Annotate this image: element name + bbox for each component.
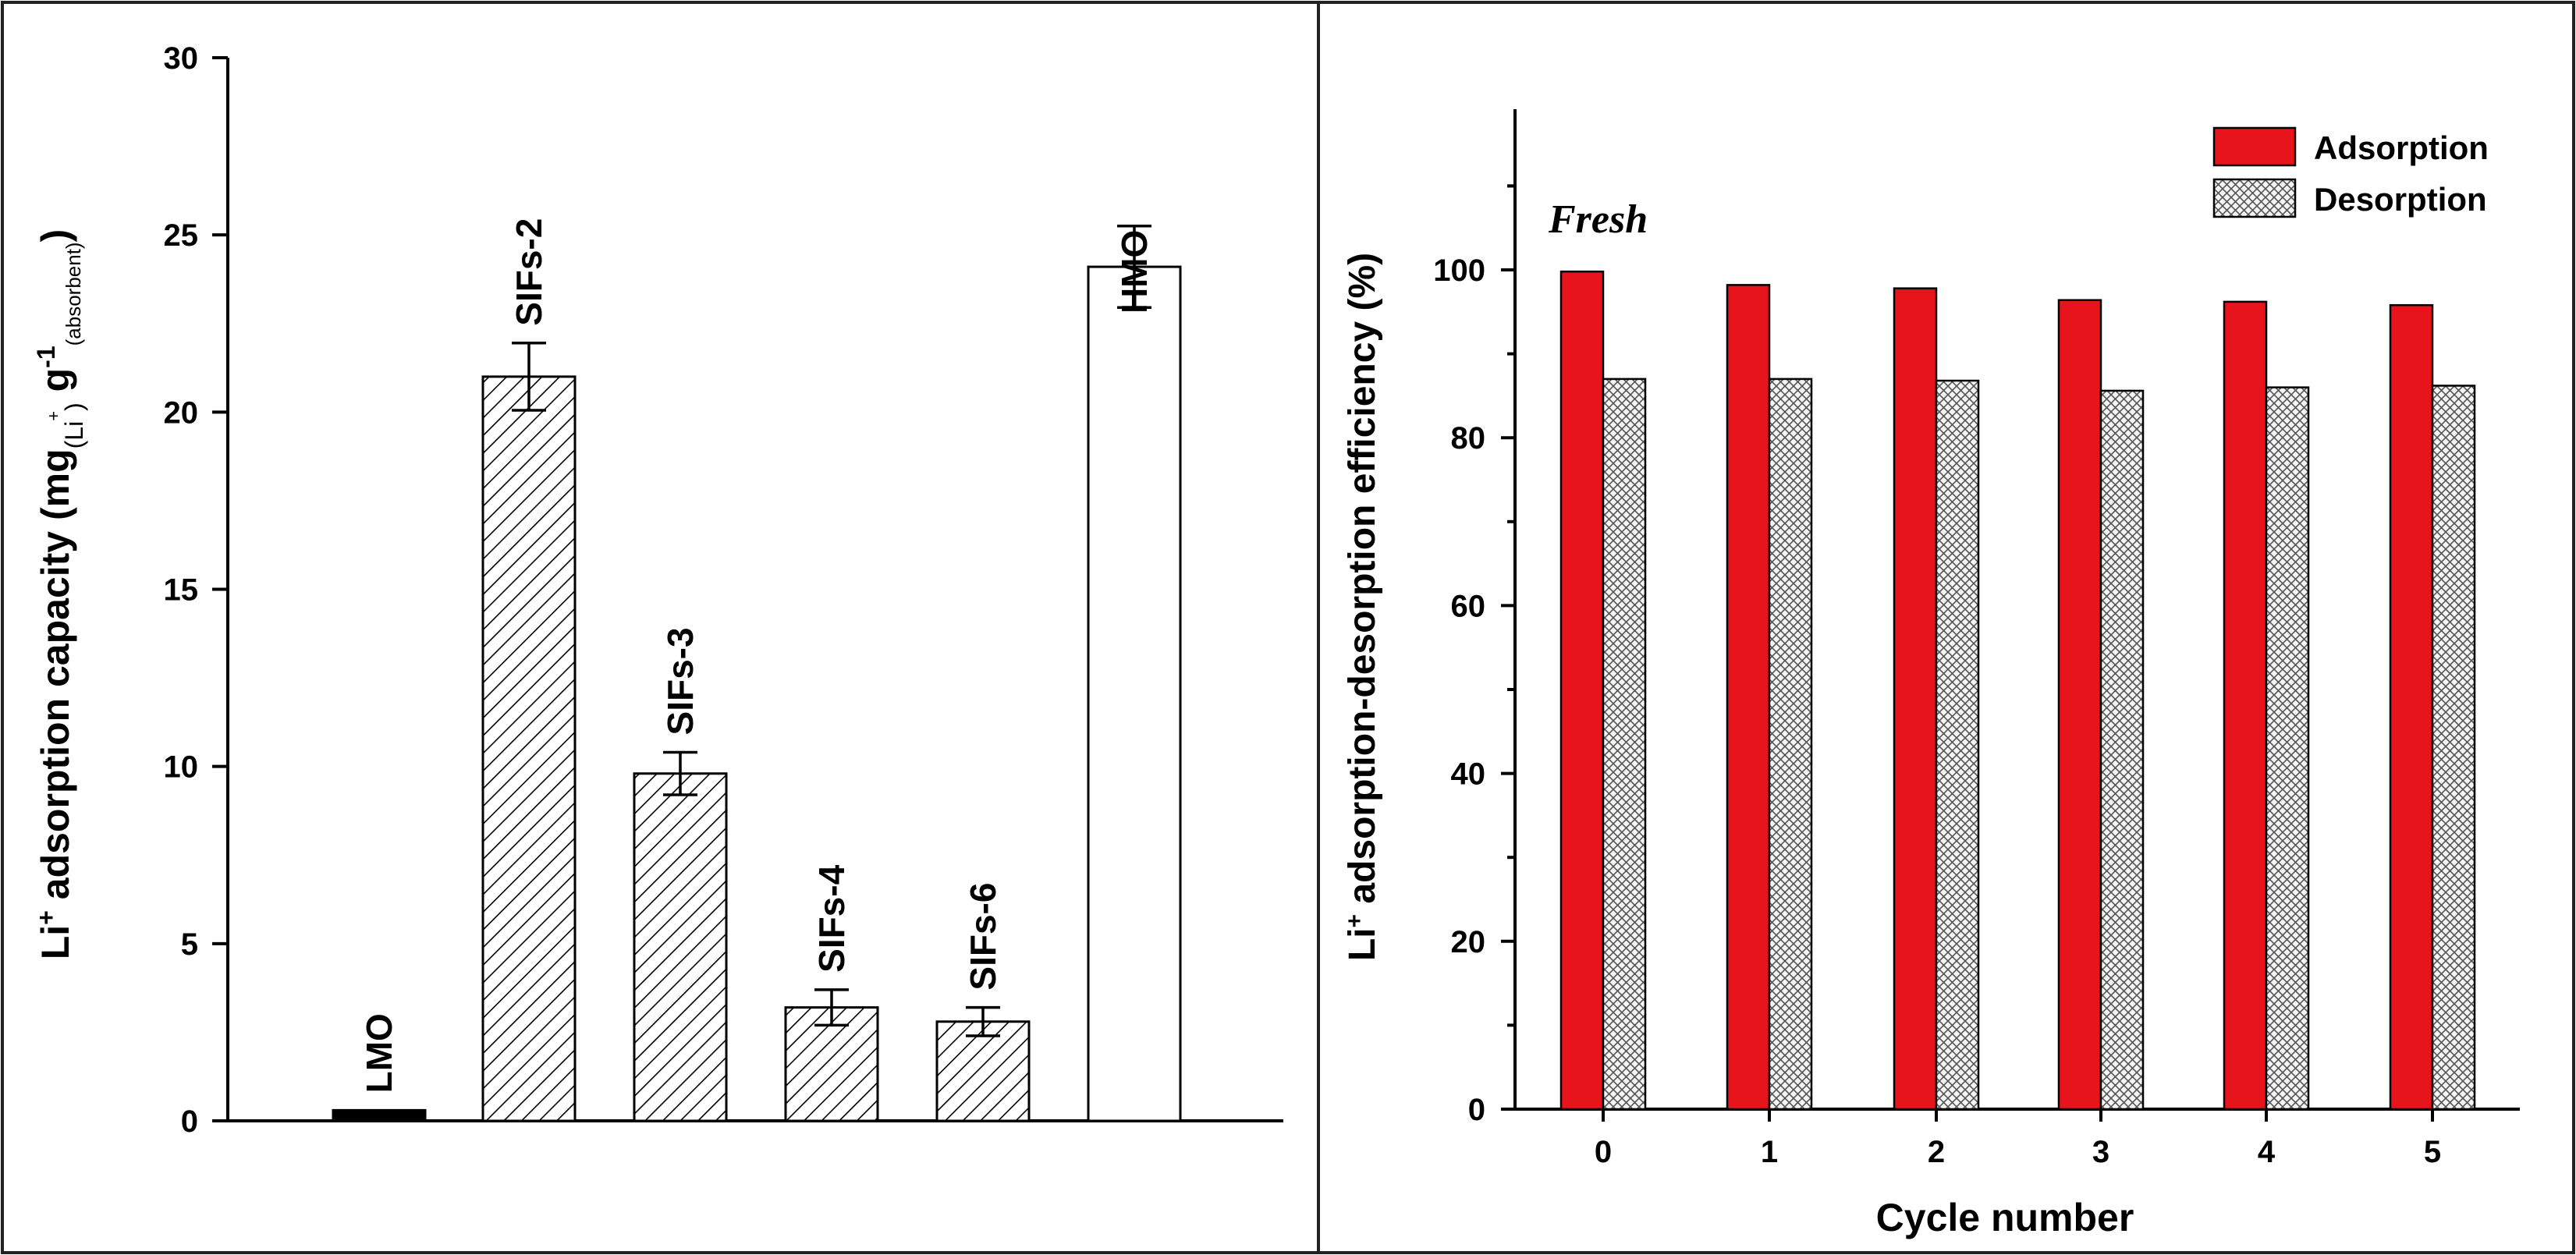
left-y-ticks: 0 5 10 15 20 25 30 xyxy=(164,41,228,1139)
left-ylabel-sub-mg: (Li xyxy=(60,421,88,449)
right-y-ticks: 0 20 40 60 80 100 xyxy=(1433,184,1515,1127)
right-panel-frame xyxy=(1317,1,2575,1254)
right-x-tick-label: 2 xyxy=(1928,1135,1945,1169)
right-y-tick-label: 60 xyxy=(1451,589,1486,623)
left-ylabel-g: g xyxy=(34,368,77,402)
left-ylabel-prefix-sup: + xyxy=(32,910,60,925)
bar-adsorption-cycle-3 xyxy=(2057,299,2102,1111)
bar-desorption-cycle-5 xyxy=(2431,385,2476,1111)
left-y-tick-label: 10 xyxy=(164,750,199,785)
legend-swatch-adsorption xyxy=(2212,126,2297,167)
left-y-tick-label: 25 xyxy=(164,218,199,253)
right-x-tick-label: 5 xyxy=(2424,1135,2441,1169)
left-ylabel-main: adsorption capacity (mg xyxy=(34,448,77,910)
right-y-tick-label: 40 xyxy=(1451,757,1486,792)
right-x-axis-title: Cycle number xyxy=(1876,1196,2134,1239)
right-y-tick-label: 20 xyxy=(1451,925,1486,959)
right-bars: 0 1 2 3 4 5 xyxy=(1559,270,2476,1169)
right-y-tick-label: 100 xyxy=(1433,253,1485,288)
left-bars: LMO SIFs-2 SIFs-3 SIFs-4 SIFs-6 HMO xyxy=(332,218,1182,1122)
bar-lmo xyxy=(332,1108,427,1122)
bar-desorption-cycle-2 xyxy=(1935,379,1980,1111)
left-ylabel-close: ) xyxy=(34,229,77,243)
right-x-tick-label: 1 xyxy=(1761,1135,1778,1169)
bar-adsorption-cycle-0 xyxy=(1559,270,1605,1111)
legend-swatch-desorption xyxy=(2212,178,2297,218)
bar-desorption-cycle-1 xyxy=(1768,378,1813,1111)
bar-adsorption-cycle-2 xyxy=(1893,287,1938,1111)
bar-sifs-3 xyxy=(633,772,728,1122)
right-ylabel-main: adsorption-desorption efficiency (%) xyxy=(1342,253,1383,914)
right-x-tick-label: 4 xyxy=(2258,1135,2276,1169)
left-y-tick-label: 20 xyxy=(164,395,199,430)
bar-hmo xyxy=(1087,265,1182,1122)
fresh-annotation: Fresh xyxy=(1548,197,1648,242)
right-chart: 0 20 40 60 80 100 0 1 2 3 4 5 Li+ adsorption-desor… xyxy=(1342,109,2520,1239)
left-ylabel-sub-mg-sup: + xyxy=(44,411,63,421)
left-y-tick-label: 5 xyxy=(181,927,198,962)
left-y-axis-title: Li+ adsorption capacity (mg(Li+) g-1(abs… xyxy=(32,229,88,960)
right-y-axis-title: Li+ adsorption-desorption efficiency (%) xyxy=(1342,253,1384,961)
left-ylabel-g-sup: -1 xyxy=(32,346,60,367)
error-bar-sifs-2 xyxy=(512,341,546,412)
left-y-tick-label: 30 xyxy=(164,41,199,76)
left-ylabel-prefix: Li xyxy=(34,925,77,959)
bar-desorption-cycle-3 xyxy=(2099,389,2145,1111)
bar-desorption-cycle-0 xyxy=(1602,378,1647,1111)
bar-adsorption-cycle-4 xyxy=(2223,300,2268,1111)
bar-label-sifs-3: SIFs-3 xyxy=(660,627,701,735)
legend-label-adsorption: Adsorption xyxy=(2314,129,2489,166)
right-y-tick-label: 0 xyxy=(1468,1093,1485,1127)
right-y-tick-label: 80 xyxy=(1451,421,1486,456)
right-ylabel-prefix: Li xyxy=(1342,927,1383,961)
error-bar-sifs-6 xyxy=(966,1005,1000,1037)
bar-label-sifs-2: SIFs-2 xyxy=(509,218,549,326)
bar-desorption-cycle-4 xyxy=(2265,386,2310,1111)
left-ylabel-sub-mg-close: ) xyxy=(60,402,88,411)
left-y-tick-label: 0 xyxy=(181,1104,198,1139)
right-x-tick-label: 0 xyxy=(1595,1135,1612,1169)
error-bar-hmo xyxy=(1117,225,1151,310)
right-ylabel-prefix-sup: + xyxy=(1342,914,1368,928)
bar-adsorption-cycle-5 xyxy=(2389,303,2434,1111)
legend: Adsorption Desorption xyxy=(2212,126,2489,218)
bar-label-hmo: HMO xyxy=(1114,230,1155,314)
bar-label-lmo: LMO xyxy=(359,1013,399,1093)
bar-sifs-2 xyxy=(481,375,577,1122)
left-ylabel-sub-g: (absorbent) xyxy=(62,242,85,346)
left-y-tick-label: 15 xyxy=(164,573,199,608)
bar-adsorption-cycle-1 xyxy=(1726,284,1771,1111)
right-x-tick-label: 3 xyxy=(2092,1135,2109,1169)
left-chart: 0 5 10 15 20 25 30 LMO SIFs-2 SIFs-3 SIFs-4 SIFs-6… xyxy=(32,41,1283,1139)
error-bar-sifs-3 xyxy=(663,750,697,796)
bar-label-sifs-6: SIFs-6 xyxy=(963,883,1003,991)
legend-label-desorption: Desorption xyxy=(2314,181,2487,218)
error-bar-sifs-4 xyxy=(814,988,849,1027)
bar-label-sifs-4: SIFs-4 xyxy=(811,864,852,972)
